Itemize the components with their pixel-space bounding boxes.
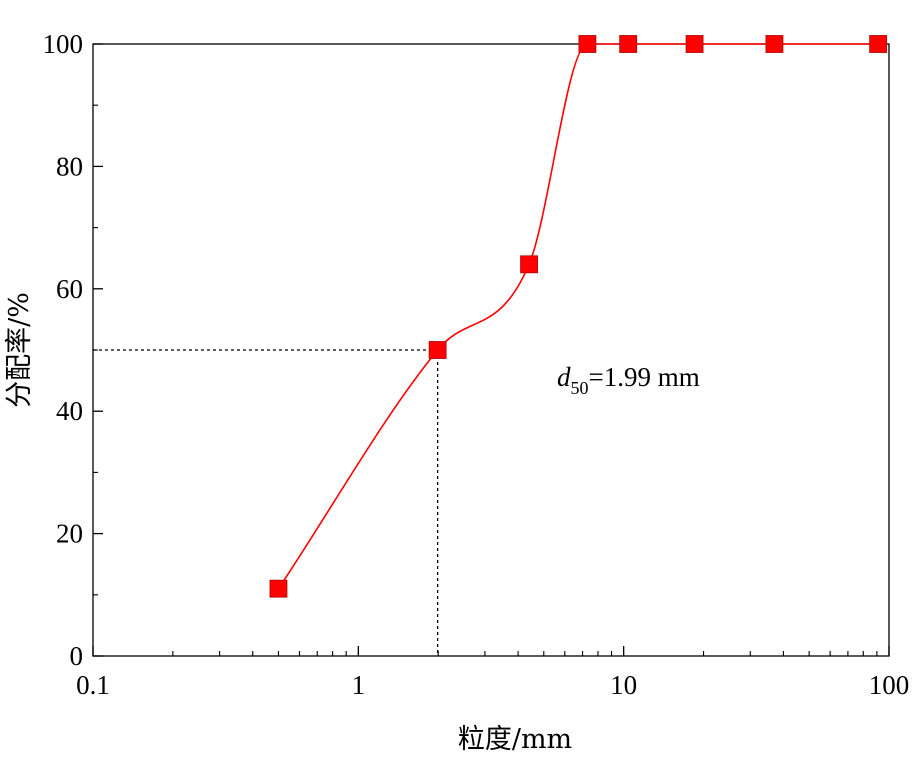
x-axis-title: 粒度/mm <box>458 724 572 755</box>
y-tick-label: 40 <box>56 396 83 426</box>
x-tick-label: 0.1 <box>76 670 110 700</box>
annotation-text: =1.99 mm <box>589 362 700 392</box>
y-tick-label: 60 <box>56 274 83 304</box>
x-tick-label: 1 <box>352 670 366 700</box>
y-tick-label: 80 <box>56 151 83 181</box>
data-point-marker <box>269 579 288 598</box>
data-point-marker <box>869 35 888 53</box>
x-tick-label: 100 <box>869 670 910 700</box>
data-point-marker <box>428 341 447 359</box>
series <box>269 35 888 598</box>
series-line <box>277 43 879 590</box>
plot-frame <box>92 43 890 657</box>
data-point-marker <box>765 35 784 53</box>
x-tick-label: 10 <box>610 670 637 700</box>
y-tick-label: 20 <box>56 519 83 549</box>
reference-lines <box>93 349 439 656</box>
annotation-subscript: 50 <box>571 378 589 398</box>
data-point-marker <box>619 35 638 53</box>
data-point-marker <box>520 255 538 274</box>
d50-annotation: d50=1.99 mm <box>557 362 700 398</box>
annotation-italic: d <box>557 362 571 392</box>
data-point-marker <box>685 35 704 53</box>
y-tick-label: 0 <box>70 641 84 671</box>
data-point-marker <box>578 35 597 53</box>
y-axis-title: 分配率/% <box>4 292 35 408</box>
y-tick-label: 100 <box>43 29 84 59</box>
axes: 0.1 1 10 100 0 20 40 60 80 100 <box>43 29 910 700</box>
